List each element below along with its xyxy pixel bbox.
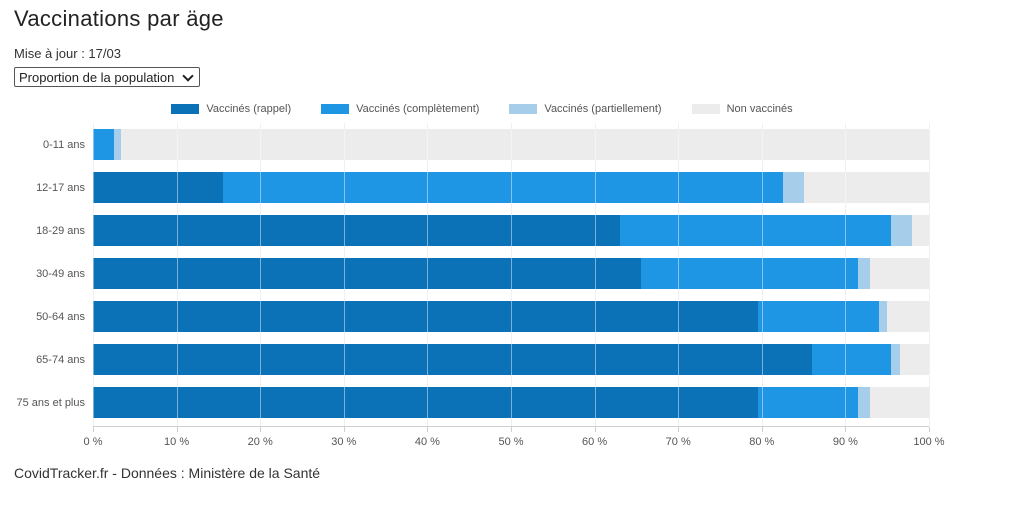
axis-tick <box>343 427 345 432</box>
page-header: Vaccinations par äge Mise à jour : 17/03… <box>0 0 1024 87</box>
bar-segment[interactable] <box>757 301 879 332</box>
bar-segment[interactable] <box>899 344 929 375</box>
bar-segment[interactable] <box>93 215 620 246</box>
gridline <box>929 123 930 426</box>
bar-segment[interactable] <box>857 258 871 289</box>
axis-tick-label: 100 % <box>913 436 945 448</box>
legend-item[interactable]: Vaccinés (rappel) <box>171 103 291 115</box>
bar-segment[interactable] <box>619 215 892 246</box>
bar-track <box>93 215 929 246</box>
bar-segment[interactable] <box>857 387 871 418</box>
axis-tick-label: 70 % <box>665 436 691 448</box>
category-label: 65-74 ans <box>36 353 85 366</box>
category-label: 30-49 ans <box>36 267 85 280</box>
axis-tick <box>594 427 596 432</box>
bar-segment[interactable] <box>757 387 858 418</box>
bar-row: 12-17 ans <box>0 166 929 209</box>
axis-tick-label: 0 % <box>83 436 103 448</box>
bar-track <box>93 387 929 418</box>
bar-rows: 0-11 ans 12-17 ans 18-29 ans 30-49 ans 50-64… <box>0 123 929 424</box>
bar-row: 50-64 ans <box>0 295 929 338</box>
bar-segment[interactable] <box>93 344 812 375</box>
bar-track <box>93 129 929 160</box>
legend-swatch <box>171 104 200 114</box>
bar-segment[interactable] <box>811 344 892 375</box>
metric-select[interactable]: Proportion de la population <box>14 67 200 87</box>
axis-tick <box>176 427 178 432</box>
axis-tick <box>260 427 262 432</box>
category-label: 75 ans et plus <box>16 396 86 409</box>
axis-tick-label: 90 % <box>832 436 858 448</box>
category-label: 50-64 ans <box>36 310 85 323</box>
bar-segment[interactable] <box>870 258 929 289</box>
axis-tick <box>93 427 94 432</box>
bar-segment[interactable] <box>912 215 929 246</box>
stacked-bar-chart: 0-11 ans 12-17 ans 18-29 ans 30-49 ans 50-64… <box>0 123 1024 459</box>
legend-label: Vaccinés (rappel) <box>206 103 292 115</box>
metric-select-wrap: Proportion de la population <box>14 67 200 87</box>
legend-swatch <box>509 104 538 114</box>
legend: Vaccinés (rappel) Vaccinés (complètement)… <box>0 103 964 115</box>
legend-item[interactable]: Vaccinés (partiellement) <box>509 103 662 115</box>
category-label: 0-11 ans <box>43 138 85 151</box>
bar-track <box>93 258 929 289</box>
bar-segment[interactable] <box>120 129 929 160</box>
category-label: 18-29 ans <box>36 224 85 237</box>
bar-segment[interactable] <box>93 301 758 332</box>
bar-segment[interactable] <box>878 301 888 332</box>
bar-row: 75 ans et plus <box>0 381 929 424</box>
page-title: Vaccinations par äge <box>14 6 224 31</box>
legend-label: Vaccinés (complètement) <box>356 103 480 115</box>
bar-row: 0-11 ans <box>0 123 929 166</box>
bar-segment[interactable] <box>640 258 858 289</box>
legend-label: Vaccinés (partiellement) <box>544 103 662 115</box>
legend-swatch <box>321 104 350 114</box>
bar-segment[interactable] <box>887 301 929 332</box>
axis-tick-label: 40 % <box>414 436 440 448</box>
bar-segment[interactable] <box>803 172 929 203</box>
bar-segment[interactable] <box>93 172 223 203</box>
bar-row: 30-49 ans <box>0 252 929 295</box>
bar-row: 18-29 ans <box>0 209 929 252</box>
axis-tick-label: 30 % <box>331 436 357 448</box>
bar-row: 65-74 ans <box>0 338 929 381</box>
axis-tick-label: 20 % <box>247 436 273 448</box>
bar-segment[interactable] <box>113 129 121 160</box>
category-label: 12-17 ans <box>36 181 85 194</box>
legend-swatch <box>691 104 720 114</box>
bar-segment[interactable] <box>782 172 804 203</box>
axis-tick <box>929 427 930 432</box>
bar-segment[interactable] <box>93 387 758 418</box>
bar-segment[interactable] <box>93 129 114 160</box>
bar-track <box>93 301 929 332</box>
bar-track <box>93 344 929 375</box>
source-footer: CovidTracker.fr - Données : Ministère de… <box>14 465 321 481</box>
axis-tick <box>427 427 429 432</box>
axis-tick-label: 60 % <box>582 436 608 448</box>
gridline <box>929 123 930 426</box>
x-axis: 0 % 10 % 20 % 30 % 40 % 50 % 60 % 70 % 80 % 90 % 1… <box>84 426 945 467</box>
axis-tick <box>511 427 512 432</box>
update-date-label: Mise à jour : 17/03 <box>14 46 121 61</box>
bar-segment[interactable] <box>870 387 929 418</box>
axis-tick-label: 10 % <box>164 436 190 448</box>
axis-tick <box>845 427 847 432</box>
bar-segment[interactable] <box>891 344 900 375</box>
bar-segment[interactable] <box>222 172 783 203</box>
axis-tick <box>761 427 763 432</box>
legend-label: Non vaccinés <box>726 103 793 115</box>
bar-segment[interactable] <box>93 258 641 289</box>
legend-item[interactable]: Vaccinés (complètement) <box>321 103 479 115</box>
bar-segment[interactable] <box>891 215 913 246</box>
axis-tick <box>678 427 680 432</box>
bar-track <box>93 172 929 203</box>
legend-item[interactable]: Non vaccinés <box>691 103 793 115</box>
axis-tick-label: 80 % <box>749 436 775 448</box>
axis-tick-label: 50 % <box>498 436 524 448</box>
